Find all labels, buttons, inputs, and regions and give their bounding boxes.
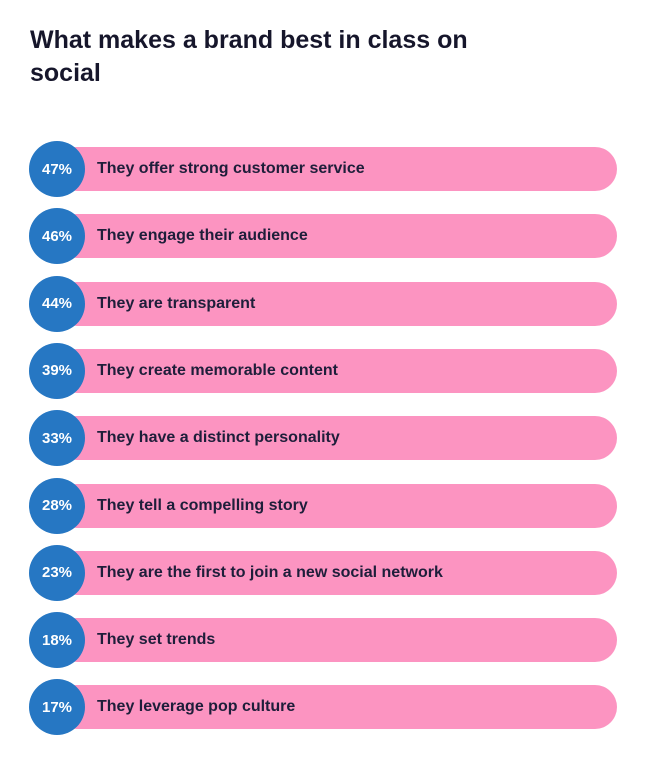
bar-row: 23% They are the first to join a new soc… [29,544,619,601]
value-label: 28% [29,477,85,534]
bar [55,416,617,461]
bar [55,550,617,595]
category-label: They set trends [97,631,216,649]
category-label: They create memorable content [97,361,338,379]
bar-row: 17% They leverage pop culture [29,679,619,736]
value-label: 39% [29,342,85,399]
category-label: They engage their audience [97,227,308,245]
category-label: They offer strong customer service [97,160,365,177]
value-label: 44% [29,275,85,332]
value-label: 23% [29,544,85,601]
value-label: 18% [29,612,85,669]
bar [55,348,617,393]
bar [55,214,617,259]
value-label: 46% [29,208,85,265]
bar [55,483,617,528]
bar-row: 39% They create memorable content [29,342,619,399]
bar-row: 28% They tell a compelling story [29,477,619,534]
category-label: They have a distinct personality [97,429,340,447]
bar [55,281,617,326]
bar [55,685,617,730]
value-label: 47% [29,141,85,197]
bar-row: 47% They offer strong customer service [29,141,619,197]
bar-row: 18% They set trends [29,612,619,669]
value-label: 17% [29,679,85,736]
value-label: 33% [29,410,85,467]
bar [55,147,617,191]
category-label: They are the first to join a new social … [97,563,443,581]
bar-row: 46% They engage their audience [29,208,619,265]
bar-row: 33% They have a distinct personality [29,410,619,467]
chart-title: What makes a brand best in class on soci… [30,26,468,87]
bar-row: 44% They are transparent [29,275,619,332]
category-label: They are transparent [97,294,256,312]
category-label: They tell a compelling story [97,496,308,514]
category-label: They leverage pop culture [97,698,296,716]
bar [55,618,617,663]
